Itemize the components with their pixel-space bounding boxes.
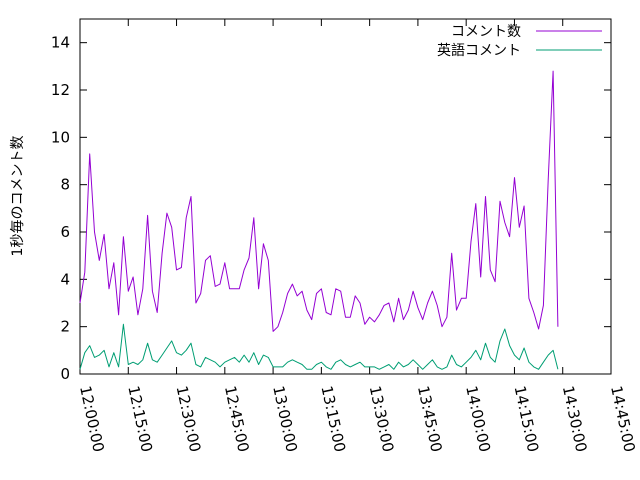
y-axis: 0 2 4 6 8 10 12 14: [51, 34, 611, 383]
y-tick-label: 4: [60, 270, 70, 288]
legend: コメント数 英語コメント: [437, 24, 602, 59]
y-tick-label: 12: [51, 81, 70, 99]
x-axis: 12:00:00 12:15:00 12:30:00 12:45:00 13:00:00…: [76, 19, 639, 454]
x-tick-label: 13:15:00: [317, 384, 349, 454]
y-tick-label: 8: [60, 176, 70, 194]
legend-label-english: 英語コメント: [437, 42, 521, 59]
y-tick-label: 14: [51, 34, 70, 52]
series-line-0: [79, 70, 559, 332]
x-tick-label: 12:30:00: [173, 384, 205, 454]
x-tick-label: 14:30:00: [559, 384, 591, 454]
x-tick-label: 13:45:00: [414, 384, 446, 454]
y-tick-label: 10: [51, 128, 70, 146]
y-tick-label: 0: [60, 365, 70, 383]
legend-label-comments: コメント数: [451, 24, 521, 40]
x-tick-label: 12:45:00: [221, 384, 253, 454]
plot-frame: [79, 18, 612, 375]
y-tick-label: 2: [60, 318, 70, 336]
x-tick-label: 14:15:00: [511, 384, 543, 454]
x-tick-label: 13:00:00: [269, 384, 301, 454]
series-lines: [79, 70, 559, 370]
x-tick-label: 13:30:00: [366, 384, 398, 454]
series-line-1: [79, 323, 559, 370]
y-tick-label: 6: [60, 223, 70, 241]
x-tick-label: 12:00:00: [76, 384, 108, 454]
y-axis-title: 1秒毎のコメント数: [10, 136, 26, 257]
x-tick-label: 12:15:00: [124, 384, 156, 454]
x-tick-label: 14:00:00: [462, 384, 494, 454]
x-tick-label: 14:45:00: [607, 384, 639, 454]
